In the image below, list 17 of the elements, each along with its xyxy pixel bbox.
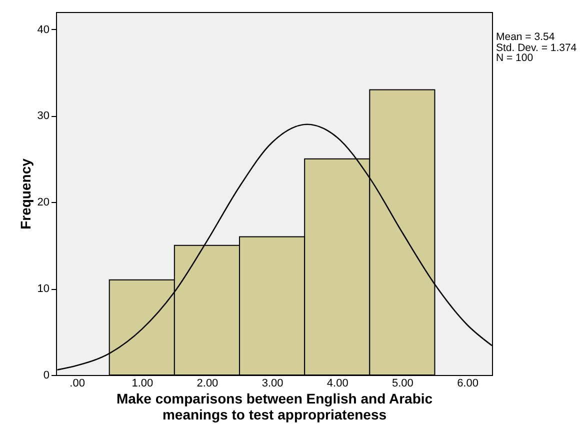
x-tick-label: 1.00 [132, 378, 154, 390]
x-tick-label: 5.00 [392, 378, 414, 390]
x-tick-label: 2.00 [196, 378, 218, 390]
x-tick-label: .00 [70, 378, 85, 390]
x-tick-label: 4.00 [326, 378, 348, 390]
y-axis-title: Frequency [17, 158, 34, 230]
text: N = 100 [496, 52, 534, 64]
y-tick-label: 10 [37, 283, 50, 296]
y-tick-label: 20 [37, 196, 50, 209]
text: Std. Dev. = 1.374 [496, 42, 577, 54]
y-tick-label: 0 [43, 370, 50, 382]
y-tick-label: 40 [37, 24, 50, 36]
y-tick-label: 30 [37, 110, 50, 122]
text: Mean = 3.54 [496, 31, 556, 43]
x-axis-title: Make comparisons between English and Arabic meanings to test appropriateness [116, 390, 433, 422]
x-tick-label: 3.00 [262, 378, 284, 390]
x-tick-label: 6.00 [457, 378, 478, 390]
